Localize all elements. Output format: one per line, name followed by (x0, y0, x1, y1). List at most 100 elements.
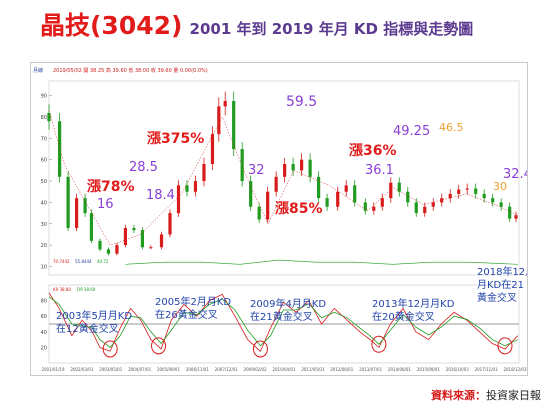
kd-annotation-text: 2005年2月月KD (155, 295, 231, 308)
price-candle-body (491, 198, 495, 203)
price-label: 16 (97, 197, 114, 212)
price-candle-body (363, 202, 367, 211)
price-candle-body (474, 188, 478, 194)
price-candle-body (414, 202, 418, 214)
price-candle-body (336, 191, 340, 207)
x-tick-label: 2012/06/01 (330, 367, 354, 372)
price-candle-body (448, 193, 452, 199)
price-candle-body (482, 193, 486, 199)
price-candle-body (58, 121, 62, 177)
price-header-tag: 月線 (33, 67, 43, 74)
kd-ytick-label: 40 (41, 330, 47, 336)
price-candle-body (223, 101, 227, 107)
source-value: 投資家日報 (486, 389, 541, 402)
price-candle-body (440, 198, 444, 203)
price-ytick-label: 10 (41, 264, 47, 270)
kd-annotation-text: 在26黃金交叉 (155, 308, 218, 321)
x-tick-label: 2011/05/03 (301, 367, 325, 372)
price-candle-body (353, 185, 357, 203)
price-candle-body (465, 188, 469, 190)
price-candle-body (115, 245, 119, 254)
price-candle-body (193, 181, 198, 192)
price-candle-body (106, 249, 111, 254)
price-candle-body (217, 106, 221, 135)
price-volume-line (125, 259, 518, 265)
kd-ytick-label: 20 (41, 345, 47, 351)
price-candle-body (317, 176, 321, 199)
price-panel-box (48, 80, 520, 276)
price-candle-body (159, 234, 164, 248)
kd-annotation-text: 黃金交叉 (477, 291, 517, 304)
price-candle-body (266, 191, 270, 220)
price-label: 36.1 (365, 163, 394, 178)
d-line (48, 296, 518, 348)
x-tick-label: 2016/10/03 (446, 367, 470, 372)
price-candle-body (508, 206, 512, 219)
x-tick-label: 2015/09/01 (417, 367, 441, 372)
kd-ytick-label: 80 (41, 299, 47, 305)
price-candle-body (514, 215, 518, 219)
price-candle-body (308, 159, 312, 177)
price-ytick-label: 90 (41, 94, 47, 100)
price-candle-body (132, 228, 136, 231)
kd-annotation-text: 2013年12月月KD (372, 297, 455, 310)
kd-annotation-text: 2009年4月月KD (250, 297, 326, 310)
price-label: 32.4 (503, 167, 527, 182)
price-candle-body (83, 198, 87, 214)
price-candle-body (274, 176, 278, 192)
ma-legend-b: 55.8444 (75, 259, 92, 264)
k-line (48, 292, 518, 352)
price-candle-body (74, 198, 79, 229)
price-candle-body (240, 149, 244, 182)
rise-label: 漲85% (275, 201, 323, 217)
price-label: 59.5 (286, 94, 317, 110)
price-ytick-label: 70 (41, 136, 47, 142)
price-candle-body (149, 247, 153, 249)
price-candle-body (176, 185, 181, 214)
stock-title: 晶技(3042) (40, 11, 183, 40)
x-tick-label: 2005/09/01 (157, 367, 181, 372)
golden-cross-circle (497, 337, 513, 355)
kd-annotation-text: 在12黃金交叉 (56, 322, 119, 335)
price-candle-body (89, 213, 94, 241)
price-label: 30 (493, 180, 507, 193)
price-ytick-label: 20 (41, 243, 47, 249)
price-ytick-label: 30 (41, 222, 47, 228)
price-candle-body (168, 213, 172, 235)
ma-legend-a: 70.7442 (53, 259, 70, 264)
x-tick-label: 2006/11/01 (186, 367, 210, 372)
price-candle-body (372, 206, 376, 211)
x-tick-label: 2002/03/01 (70, 367, 94, 372)
golden-cross-circle (371, 335, 387, 353)
kd-annotation-text: 2003年5月月KD (56, 309, 132, 322)
x-tick-label: 2003/05/01 (99, 367, 123, 372)
price-label: 18.4 (146, 188, 175, 203)
price-ytick-label: 80 (41, 115, 47, 121)
price-candle-body (406, 191, 410, 203)
price-candle-body (210, 134, 215, 164)
d-legend: D9 38.60 (77, 287, 96, 292)
price-ma-line (48, 110, 518, 246)
source-credit: 資料來源：投資家日報 (431, 387, 541, 403)
x-tick-label: 2018/12/03 (503, 367, 527, 372)
rise-label: 漲78% (87, 179, 135, 195)
source-label: 資料來源： (431, 389, 486, 402)
chart-panel: 月線 2019/05/02 開 38.25 高 39.60 低 38.00 收 3… (30, 62, 528, 376)
x-tick-label: 2001/01/19 (41, 367, 65, 372)
price-candle-body (232, 101, 236, 150)
rise-label: 漲375% (147, 131, 204, 147)
price-label: 49.25 (393, 124, 430, 139)
price-candle-body (257, 206, 261, 220)
x-tick-label: 2014/08/01 (388, 367, 412, 372)
price-candle-body (202, 163, 206, 182)
price-candle-body (140, 230, 145, 248)
golden-cross-circle (102, 340, 118, 358)
golden-cross-circle (151, 337, 167, 355)
price-ytick-label: 60 (41, 158, 47, 164)
price-label: 28.5 (129, 160, 158, 175)
price-candle-body (98, 240, 102, 250)
price-candle-body (380, 198, 384, 207)
price-candle-body (66, 176, 70, 229)
kd-annotation-text: 在21黃金交叉 (250, 310, 313, 323)
